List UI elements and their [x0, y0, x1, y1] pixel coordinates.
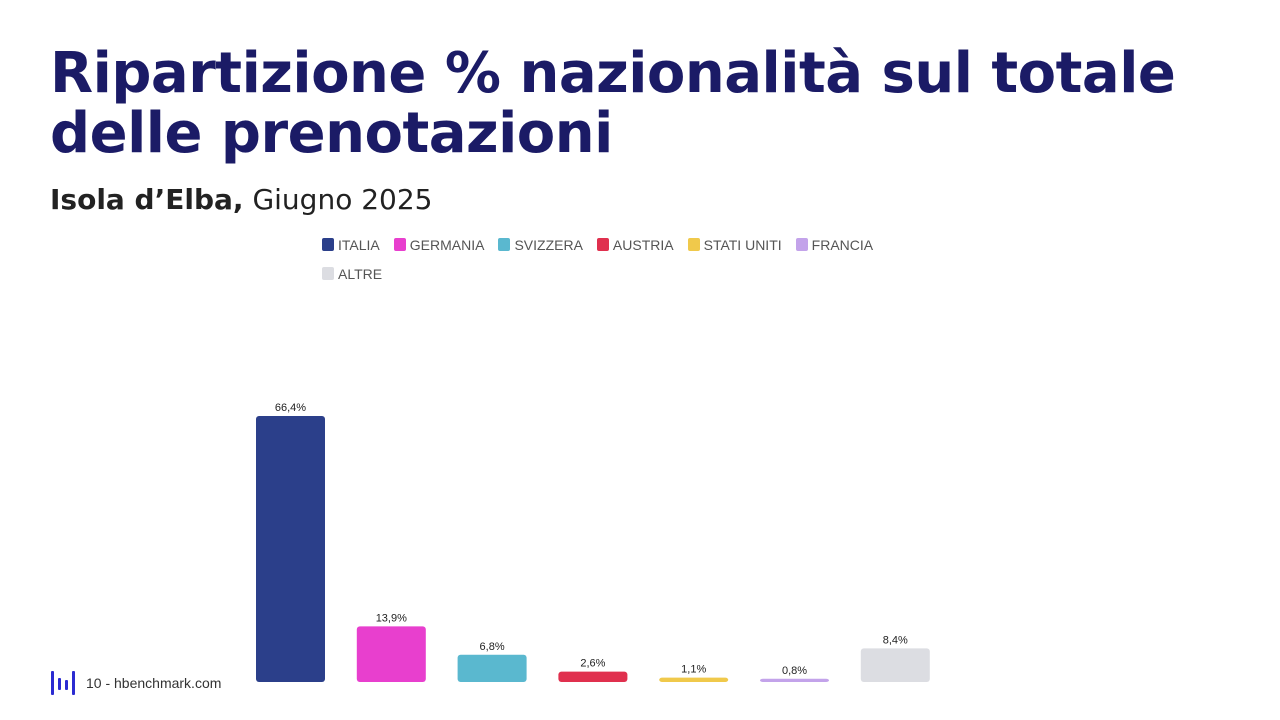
legend-item: ITALIA [322, 236, 380, 253]
page-title: Ripartizione % nazionalità sul totale de… [50, 41, 1176, 166]
subtitle-location: Isola d’Elba, [50, 183, 244, 216]
bar-svizzera [457, 654, 527, 682]
legend-label: ITALIA [338, 236, 380, 253]
page-subtitle: Isola d’Elba, Giugno 2025 [50, 182, 432, 218]
bar-francia [760, 678, 829, 682]
bar-value-label: 1,1% [681, 664, 706, 676]
bar-stati-uniti [659, 677, 729, 682]
bar-value-label: 13,9% [376, 612, 407, 624]
bar-germania [356, 626, 426, 682]
bar-value-label: 66,4% [275, 402, 306, 414]
legend-item: STATI UNITI [687, 236, 782, 253]
legend-label: ALTRE [338, 265, 383, 282]
legend-label: STATI UNITI [703, 236, 782, 253]
legend-swatch [795, 238, 808, 251]
legend-item: AUSTRIA [596, 236, 674, 253]
legend-label: GERMANIA [409, 236, 485, 253]
legend-item: SVIZZERA [498, 236, 583, 253]
footer: 10 - hbenchmark.com [50, 670, 221, 696]
bar-altre [860, 648, 930, 682]
bar-value-label: 2,6% [580, 658, 605, 670]
legend-label: FRANCIA [811, 236, 874, 253]
legend-swatch [498, 238, 511, 251]
legend-swatch [393, 238, 406, 251]
footer-text: 10 - hbenchmark.com [86, 675, 222, 691]
bar-italia [256, 416, 325, 682]
bar-value-label: 0,8% [782, 665, 807, 677]
legend-label: AUSTRIA [612, 236, 674, 253]
bar-value-label: 6,8% [480, 641, 505, 653]
legend-swatch [322, 238, 334, 251]
hbenchmark-logo-icon [51, 671, 75, 695]
bar-value-label: 8,4% [883, 634, 908, 646]
bar-austria [558, 671, 628, 682]
legend-swatch [687, 238, 700, 251]
chart-legend: ITALIA GERMANIA SVIZZERA AUSTRIA STATI UNITI… [322, 236, 922, 282]
legend-swatch [322, 267, 334, 280]
legend-item: FRANCIA [795, 236, 874, 253]
legend-swatch [596, 238, 609, 251]
subtitle-period: Giugno 2025 [243, 183, 433, 216]
legend-item: GERMANIA [393, 236, 485, 253]
legend-label: SVIZZERA [514, 236, 583, 253]
legend-item: ALTRE [322, 265, 382, 282]
